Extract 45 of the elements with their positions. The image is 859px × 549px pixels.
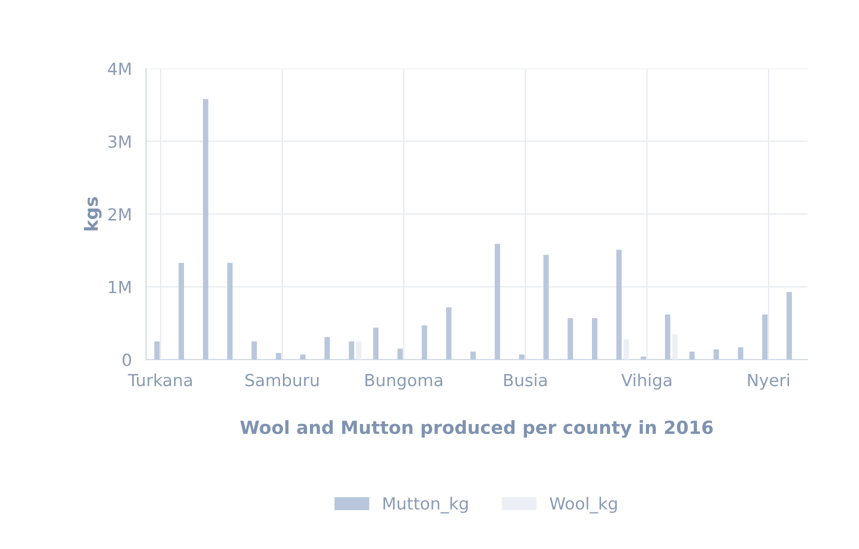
bar bbox=[446, 307, 452, 360]
bar bbox=[252, 341, 257, 360]
bar bbox=[373, 328, 379, 360]
x-tick-label: Nyeri bbox=[748, 373, 790, 390]
bar bbox=[356, 341, 362, 360]
y-tick-label: 3M bbox=[108, 135, 131, 148]
bar bbox=[422, 325, 428, 360]
bar bbox=[762, 314, 768, 360]
y-tick-label: 0 bbox=[122, 354, 132, 366]
y-tick-label: 1M bbox=[108, 281, 131, 294]
y-axis-title: kgs bbox=[84, 197, 102, 230]
bar bbox=[543, 254, 549, 360]
bar bbox=[470, 352, 476, 360]
bar bbox=[348, 341, 354, 360]
bar bbox=[227, 262, 233, 360]
bar bbox=[786, 292, 792, 360]
bar bbox=[714, 349, 719, 360]
bar bbox=[276, 353, 282, 360]
bar bbox=[178, 262, 184, 360]
bar bbox=[568, 318, 574, 360]
bar bbox=[494, 244, 500, 360]
bar bbox=[300, 354, 306, 360]
legend-label: Wool_kg bbox=[550, 496, 617, 514]
x-tick-label: Busia bbox=[504, 373, 547, 386]
x-tick-label: Bungoma bbox=[366, 374, 442, 390]
bar bbox=[689, 352, 695, 360]
bar bbox=[592, 318, 598, 360]
bar bbox=[397, 348, 403, 360]
bar bbox=[324, 337, 330, 360]
bar bbox=[202, 99, 208, 360]
bar bbox=[519, 354, 524, 360]
x-tick-label: Samburu bbox=[246, 373, 318, 386]
bar bbox=[624, 339, 629, 360]
bar bbox=[738, 347, 744, 360]
bar bbox=[664, 314, 670, 360]
x-axis-title: Wool and Mutton produced per county in 2016 bbox=[240, 420, 713, 438]
y-tick-label: 2M bbox=[108, 208, 131, 220]
y-tick-label: 4M bbox=[108, 62, 131, 75]
x-tick-label: Vihiga bbox=[621, 373, 672, 390]
legend-label: Mutton_kg bbox=[384, 496, 468, 514]
bar bbox=[616, 250, 622, 360]
bar bbox=[640, 356, 646, 360]
bar bbox=[672, 334, 678, 360]
x-tick-label: Turkana bbox=[128, 373, 192, 386]
bar bbox=[154, 341, 160, 360]
